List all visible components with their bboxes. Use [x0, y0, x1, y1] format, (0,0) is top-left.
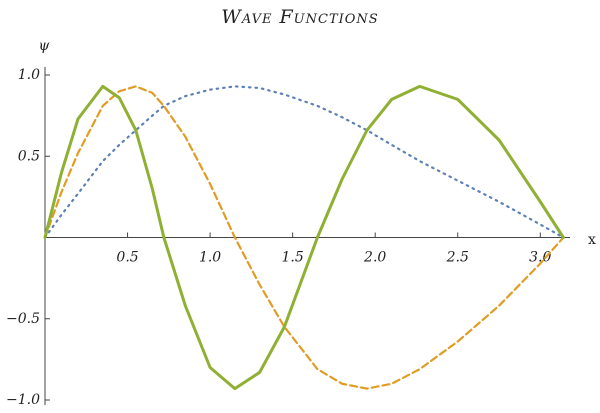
- x-tick-label: 2.0: [363, 250, 386, 266]
- series-line: [43, 84, 565, 391]
- y-tick-label: −0.5: [6, 311, 40, 327]
- x-tick-label: 1.0: [199, 250, 221, 266]
- chart-title: Wave Functions: [221, 6, 378, 28]
- x-tick-label: 0.5: [116, 250, 138, 266]
- y-tick-label: −1.0: [6, 392, 40, 408]
- x-axis-label: x: [588, 232, 596, 248]
- x-tick-label: 2.5: [446, 250, 469, 266]
- x-tick-label: 3.0: [529, 250, 551, 266]
- series-line: [43, 85, 565, 390]
- y-tick-label: 1.0: [18, 67, 40, 83]
- series-line: [43, 85, 565, 239]
- x-tick-label: 1.5: [282, 250, 304, 266]
- y-tick-label: 0.5: [18, 148, 40, 164]
- y-axis-label: ψ: [39, 38, 51, 54]
